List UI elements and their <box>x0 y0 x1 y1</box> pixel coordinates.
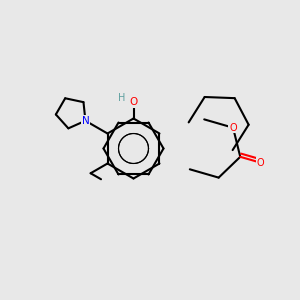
Text: N: N <box>82 116 89 126</box>
Text: O: O <box>129 97 138 107</box>
Text: O: O <box>229 123 237 133</box>
Text: H: H <box>118 93 126 103</box>
Text: O: O <box>256 158 264 168</box>
